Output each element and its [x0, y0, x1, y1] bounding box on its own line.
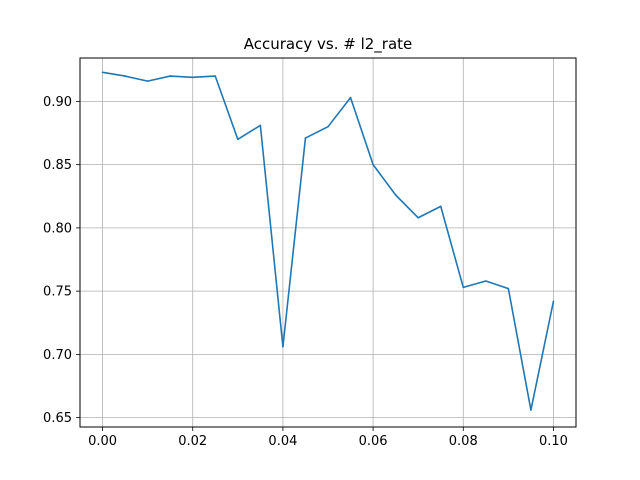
data-point — [530, 409, 532, 411]
x-tick-label: 0.10 — [539, 434, 568, 449]
y-tick-label: 0.90 — [43, 95, 72, 110]
y-tick-label: 0.65 — [43, 411, 72, 426]
chart-title: Accuracy vs. # l2_rate — [244, 35, 413, 54]
data-point — [327, 125, 329, 128]
data-point — [507, 287, 510, 290]
data-point — [191, 76, 194, 79]
data-point — [101, 71, 104, 74]
data-point — [169, 75, 171, 77]
data-point — [304, 137, 307, 139]
x-tick-label: 0.04 — [268, 434, 297, 449]
y-tick-label: 0.70 — [43, 348, 72, 363]
data-point — [372, 163, 374, 166]
data-point — [462, 286, 465, 289]
data-point — [237, 138, 239, 141]
y-tick-label: 0.85 — [43, 158, 72, 173]
x-tick-label: 0.00 — [88, 434, 117, 449]
data-point — [146, 80, 149, 82]
x-tick-label: 0.06 — [359, 434, 388, 449]
data-point — [417, 216, 419, 219]
data-point — [282, 345, 284, 348]
plot-frame — [79, 57, 577, 428]
data-point — [439, 205, 442, 208]
data-point — [259, 124, 262, 127]
data-point — [485, 280, 487, 282]
data-point — [214, 75, 217, 77]
data-point — [124, 75, 126, 77]
x-tick-label: 0.08 — [449, 434, 478, 449]
data-point — [349, 96, 352, 99]
y-tick-label: 0.75 — [43, 285, 72, 300]
x-tick-label: 0.02 — [178, 434, 207, 449]
y-axis: 0.65 0.70 0.75 0.80 0.85 0.90 — [43, 95, 80, 426]
data-point — [394, 194, 397, 196]
x-axis: 0.00 0.02 0.04 0.06 0.08 0.10 — [88, 427, 568, 449]
series-layer — [101, 71, 555, 411]
data-point — [552, 300, 555, 303]
y-tick-label: 0.80 — [43, 221, 72, 236]
grid-lines — [80, 58, 576, 427]
